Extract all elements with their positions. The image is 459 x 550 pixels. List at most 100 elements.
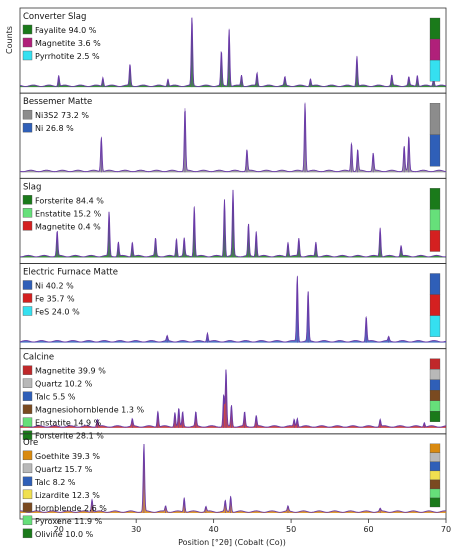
- phase-bar-segment: [429, 411, 441, 422]
- legend-entry: Pyrrhotite 2.5 %: [35, 52, 100, 61]
- phase-bar-segment: [429, 134, 441, 167]
- phase-bar-segment: [429, 497, 441, 508]
- legend-swatch: [22, 280, 33, 290]
- legend-entry: FeS 24.0 %: [35, 308, 80, 317]
- x-tick-label: 40: [209, 525, 219, 534]
- panel-frame: [19, 433, 447, 520]
- diffractogram-line: [19, 17, 447, 87]
- legend-swatch: [22, 391, 33, 401]
- diffractogram-line: [19, 103, 447, 173]
- legend-swatch: [22, 528, 33, 539]
- panel: Ore Goethite 39.3 % Quartz 15.7 % Talc 8.2 …: [19, 433, 447, 539]
- phase-bar-segment: [429, 400, 441, 412]
- diffractogram-line: [19, 276, 447, 343]
- legend-entry: Fe 35.7 %: [35, 295, 75, 304]
- legend-entry: Magnesiohornblende 1.3 %: [35, 406, 144, 415]
- legend-swatch: [22, 306, 33, 316]
- x-tick-label: 60: [363, 525, 373, 534]
- phase-bar-segment: [429, 470, 441, 481]
- phase-bar-segment: [429, 369, 441, 380]
- legend-entry: Magnetite 3.6 %: [35, 39, 101, 48]
- x-tick-label: 30: [131, 525, 141, 534]
- legend-entry: Forsterite 84.4 %: [35, 196, 104, 205]
- legend-entry: Goethite 39.3 %: [35, 452, 100, 461]
- legend-swatch: [22, 515, 33, 526]
- phase-bar-segment: [429, 59, 441, 82]
- legend-swatch: [22, 378, 33, 388]
- legend-swatch: [22, 417, 33, 427]
- legend-swatch: [22, 293, 33, 303]
- legend-entry: Hornblende 2.6 %: [35, 504, 107, 513]
- phase-bar-segment: [429, 209, 441, 231]
- legend-swatch: [22, 430, 33, 440]
- panel-title: Converter Slag: [23, 12, 86, 22]
- phase-bar-segment: [429, 38, 441, 61]
- phase-bar-segment: [429, 188, 441, 210]
- phase-bar-segment: [429, 479, 441, 490]
- phase-bar-segment: [429, 379, 441, 391]
- legend-entry: Ni3S2 73.2 %: [35, 111, 89, 120]
- phase-bar-segment: [429, 315, 441, 337]
- legend-swatch: [22, 24, 33, 35]
- panel: Electric Furnace Matte Ni 40.2 % Fe 35.7 %…: [19, 263, 447, 350]
- legend-swatch: [22, 37, 33, 48]
- legend-swatch: [22, 476, 33, 487]
- legend-swatch: [22, 109, 33, 120]
- x-axis-label: Position [°2θ] (Cobalt (Co)): [178, 538, 286, 547]
- legend-entry: Quartz 15.7 %: [35, 465, 93, 474]
- panel-title: Slag: [23, 182, 41, 192]
- phase-bar-segment: [429, 273, 441, 295]
- legend-entry: Olivine 10.0 %: [35, 530, 94, 539]
- phase-bar-segment: [429, 443, 441, 454]
- phase-bar-segment: [429, 488, 441, 499]
- phase-bar-segment: [429, 390, 441, 401]
- x-tick-label: 70: [441, 525, 451, 534]
- phase-bar-segment: [429, 17, 441, 40]
- legend-entry: Magnetite 39.9 %: [35, 367, 106, 376]
- panel-title: Electric Furnace Matte: [23, 268, 118, 278]
- legend-entry: Ni 26.8 %: [35, 124, 74, 133]
- legend-swatch: [22, 50, 33, 61]
- legend-swatch: [22, 365, 33, 375]
- legend-entry: Talc 8.2 %: [34, 478, 76, 487]
- y-axis-label: Counts: [5, 26, 14, 54]
- panel-title: Calcine: [23, 353, 54, 363]
- phase-bar-segment: [429, 103, 441, 135]
- x-tick-label: 50: [286, 525, 296, 534]
- legend-entry: Quartz 10.2 %: [35, 380, 93, 389]
- phase-bar-segment: [429, 230, 441, 252]
- legend-entry: Forsterite 28.1 %: [35, 432, 104, 441]
- panel: Bessemer Matte Ni3S2 73.2 % Ni 26.8 %: [19, 92, 447, 179]
- legend-entry: Lizardite 12.3 %: [35, 491, 100, 500]
- legend-swatch: [22, 463, 33, 474]
- phase-bar-segment: [429, 452, 441, 463]
- legend-swatch: [22, 489, 33, 500]
- panel: Calcine Magnetite 39.9 % Quartz 10.2 % Talc…: [19, 348, 447, 441]
- legend-swatch: [22, 404, 33, 414]
- legend-swatch: [22, 502, 33, 513]
- panel-title: Ore: [23, 438, 38, 448]
- panels: Converter Slag Fayalite 94.0 % Magnetite 3…: [19, 7, 447, 539]
- phase-bar-segment: [429, 358, 441, 370]
- panel: Slag Forsterite 84.4 % Enstatite 15.2 % Mag…: [19, 177, 447, 264]
- legend-swatch: [22, 450, 33, 461]
- legend-swatch: [22, 195, 33, 205]
- legend-entry: Talc 5.5 %: [34, 393, 76, 402]
- legend-swatch: [22, 208, 33, 218]
- legend-entry: Enstatite 15.2 %: [35, 209, 102, 218]
- legend-entry: Enstatite 14.9 %: [35, 419, 102, 428]
- legend-swatch: [22, 221, 33, 231]
- legend-entry: Fayalite 94.0 %: [35, 26, 97, 35]
- legend-entry: Pyroxene 11.9 %: [35, 517, 103, 526]
- panel: Converter Slag Fayalite 94.0 % Magnetite 3…: [19, 7, 447, 94]
- diffractogram-line: [19, 369, 447, 428]
- legend-entry: Magnetite 0.4 %: [35, 222, 101, 231]
- x-tick-label: 20: [54, 525, 64, 534]
- panel-title: Bessemer Matte: [23, 97, 92, 107]
- phase-fill: [20, 276, 446, 343]
- legend-swatch: [22, 122, 33, 133]
- phase-bar-segment: [429, 294, 441, 316]
- diffractogram-line: [19, 444, 447, 513]
